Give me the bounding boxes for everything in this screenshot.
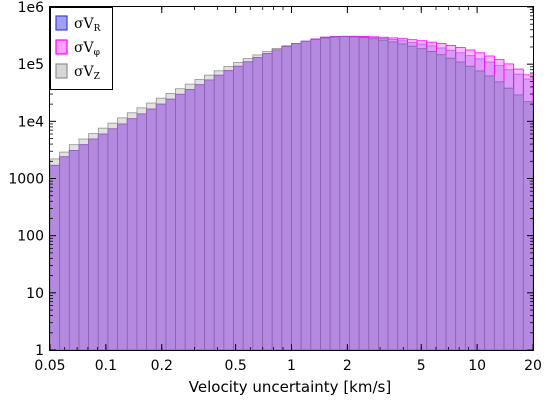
- bar-overlap-4: [88, 138, 99, 351]
- bar-overlap-1: [59, 156, 70, 351]
- bar-overlap-35: [387, 41, 399, 351]
- bar-overlap-48: [513, 94, 524, 351]
- x-tick-label-6: 5: [417, 358, 426, 374]
- bar-overlap-44: [474, 70, 486, 351]
- y-tick-label-3: 1000: [8, 172, 44, 188]
- bar-overlap-45: [484, 75, 495, 351]
- bar-overlap-42: [455, 61, 466, 351]
- bar-overlap-10: [146, 108, 157, 351]
- bar-overlap-11: [155, 103, 167, 351]
- x-tick-label-4: 1: [287, 358, 296, 374]
- bar-overlap-33: [368, 38, 379, 351]
- bar-overlap-29: [329, 36, 341, 351]
- bar-overlap-8: [126, 118, 138, 351]
- x-tick-label-8: 20: [524, 358, 542, 374]
- bar-overlap-39: [426, 51, 437, 351]
- bar-overlap-37: [407, 45, 418, 351]
- bar-overlap-24: [281, 46, 292, 351]
- bar-overlap-27: [310, 39, 321, 351]
- bar-overlap-17: [213, 74, 225, 351]
- bar-overlap-28: [320, 37, 331, 351]
- y-tick-label-0: 1: [35, 343, 44, 359]
- bar-overlap-43: [464, 65, 476, 351]
- y-tick-label-6: 1e6: [18, 0, 45, 16]
- legend: σVR σVφ σVZ: [50, 7, 113, 90]
- histogram-overlap-bars: [49, 36, 534, 351]
- x-tick-label-2: 0.2: [151, 358, 173, 374]
- x-tick-label-3: 0.5: [224, 358, 246, 374]
- x-tick-label-0: 0.05: [34, 358, 65, 374]
- bar-overlap-9: [136, 113, 148, 351]
- bar-overlap-13: [175, 93, 186, 351]
- x-tick-label-1: 0.1: [95, 358, 117, 374]
- legend-swatch-phi: [55, 39, 68, 55]
- y-tick-label-4: 1e4: [18, 114, 45, 130]
- bar-overlap-7: [117, 123, 128, 351]
- x-tick-label-5: 2: [343, 358, 352, 374]
- bar-overlap-21: [252, 57, 263, 351]
- bar-overlap-31: [349, 36, 360, 351]
- legend-label-z: σVZ: [74, 64, 100, 82]
- bar-overlap-32: [358, 37, 370, 351]
- bar-overlap-6: [107, 128, 119, 351]
- bar-overlap-36: [397, 43, 408, 351]
- bar-overlap-22: [262, 53, 273, 351]
- bar-overlap-2: [68, 150, 80, 351]
- bar-overlap-20: [242, 61, 254, 351]
- bar-overlap-25: [291, 43, 302, 351]
- legend-swatch-z: [55, 63, 68, 79]
- y-tick-label-1: 10: [26, 286, 44, 302]
- bar-overlap-19: [233, 65, 244, 351]
- legend-swatch-r: [55, 15, 68, 31]
- bar-overlap-14: [184, 89, 196, 351]
- x-axis-title: Velocity uncertainty [km/s]: [189, 378, 391, 396]
- y-axis-ticks: 1 10 100 1000 1e4 1e5 1e6: [8, 0, 533, 359]
- bar-overlap-41: [445, 57, 457, 351]
- bar-overlap-3: [78, 144, 90, 351]
- bar-overlap-47: [503, 87, 515, 351]
- y-tick-label-5: 1e5: [18, 57, 44, 73]
- bar-overlap-34: [378, 39, 389, 351]
- bar-overlap-38: [416, 48, 428, 351]
- bar-overlap-30: [339, 36, 350, 351]
- legend-label-phi: σVφ: [74, 40, 100, 58]
- bar-overlap-46: [493, 81, 505, 351]
- bar-overlap-40: [435, 54, 447, 351]
- y-tick-label-2: 100: [17, 229, 44, 245]
- bar-overlap-12: [165, 98, 176, 351]
- bar-overlap-26: [300, 40, 312, 351]
- bar-overlap-18: [223, 70, 234, 351]
- bar-overlap-49: [522, 101, 534, 351]
- bar-overlap-5: [97, 133, 109, 351]
- bar-overlap-23: [271, 49, 283, 351]
- legend-label-r: σVR: [74, 16, 101, 34]
- bar-overlap-15: [194, 84, 205, 351]
- bar-overlap-0: [49, 164, 61, 351]
- x-tick-label-7: 10: [468, 358, 486, 374]
- bar-overlap-16: [204, 79, 215, 351]
- plot-frame: [49, 6, 534, 351]
